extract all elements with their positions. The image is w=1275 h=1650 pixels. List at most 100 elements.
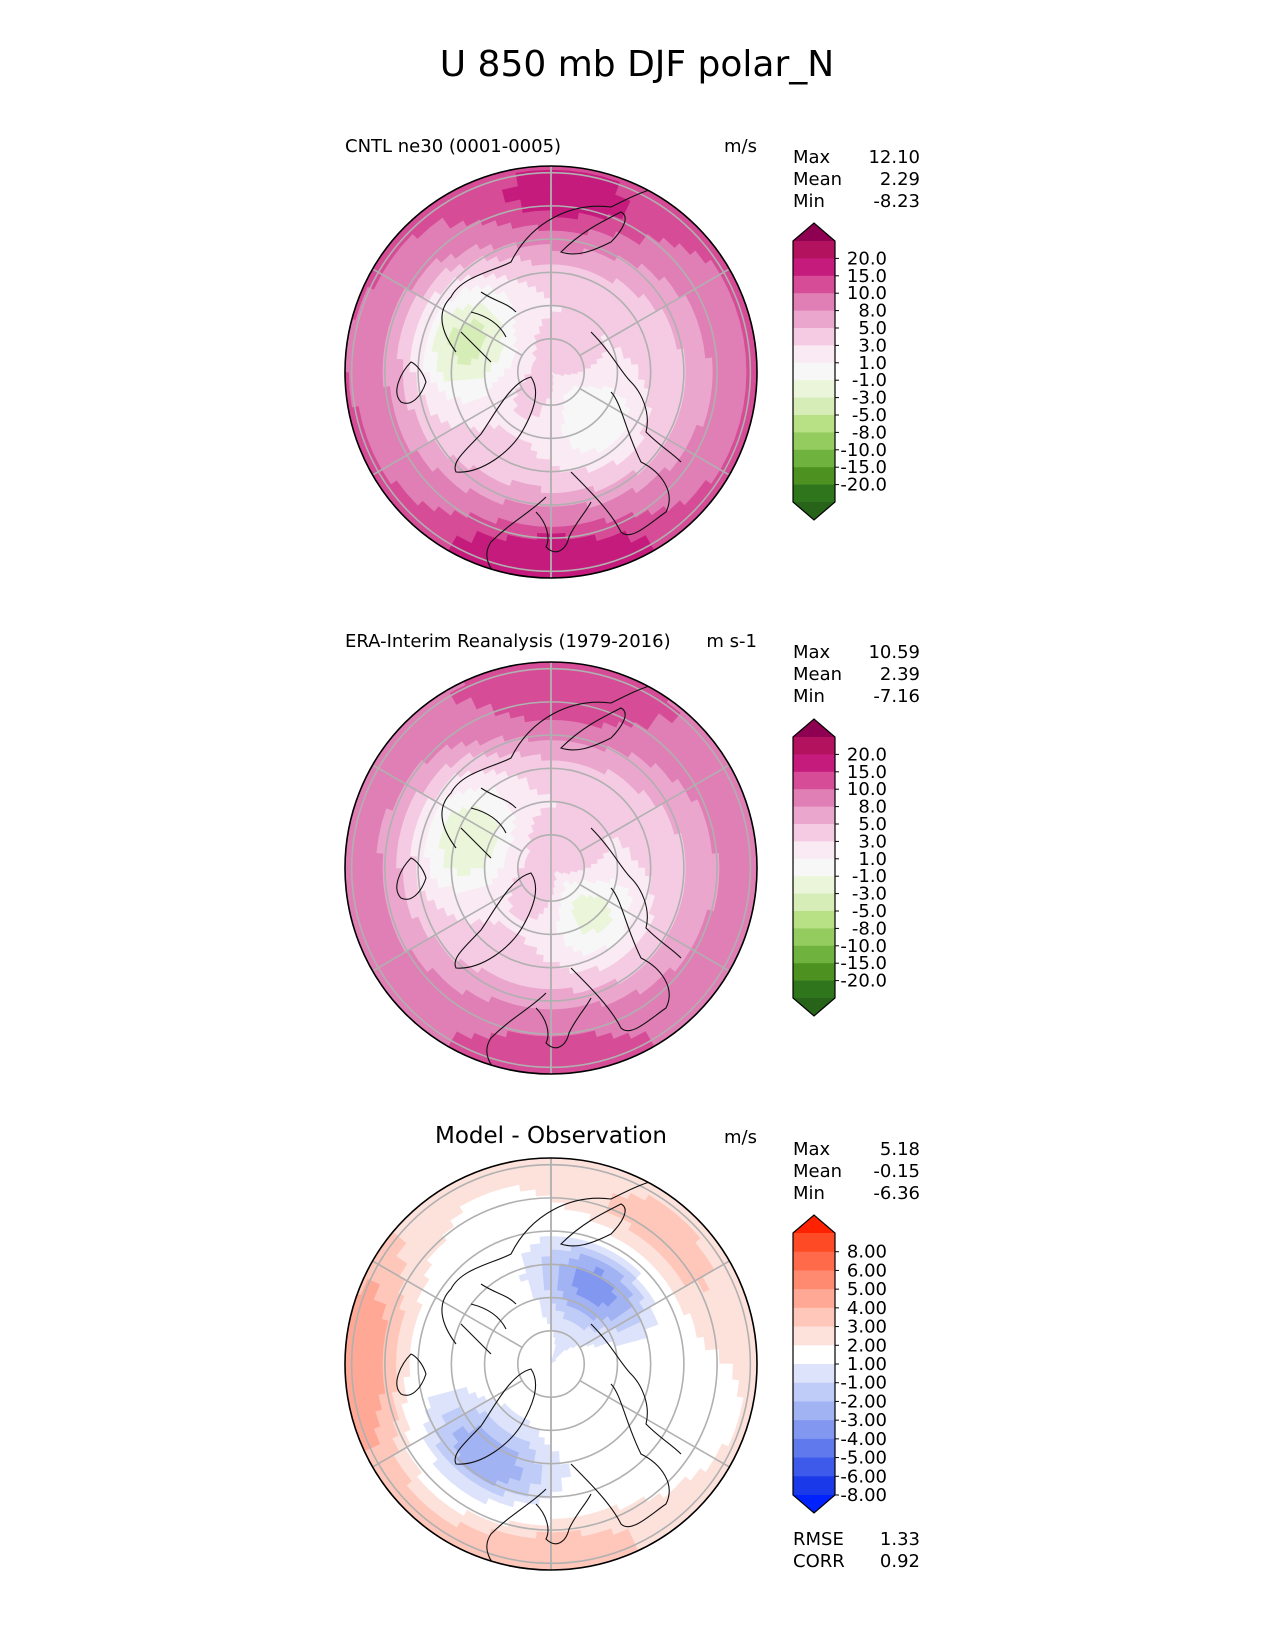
field-cells xyxy=(335,156,767,578)
field-cell xyxy=(532,1076,551,1084)
field-cell xyxy=(476,371,485,379)
field-cell xyxy=(570,865,579,869)
field-cell xyxy=(756,389,757,410)
field-cell xyxy=(354,371,364,390)
field-cell xyxy=(354,867,364,886)
field-cell xyxy=(568,166,589,167)
colorbar-extend-max xyxy=(793,223,835,241)
field-cell xyxy=(429,857,438,869)
colorbar-segment xyxy=(793,789,835,808)
field-cell xyxy=(631,364,640,373)
field-cell xyxy=(543,786,552,795)
field-cell xyxy=(536,290,545,300)
panel-units: m s-1 xyxy=(706,631,757,652)
field-cell xyxy=(725,851,734,869)
field-cell xyxy=(550,445,559,454)
field-cell xyxy=(543,290,552,299)
field-cell xyxy=(535,539,552,548)
polar-map xyxy=(335,156,767,579)
colorbar-segment xyxy=(793,484,835,503)
field-cell xyxy=(429,361,438,373)
field-cell xyxy=(539,988,552,997)
field-cell xyxy=(361,851,370,869)
field-cell xyxy=(752,811,757,833)
field-cell xyxy=(550,941,559,950)
field-cell xyxy=(752,407,757,429)
field-cell xyxy=(368,851,377,869)
field-cell xyxy=(408,359,417,373)
field-cell xyxy=(513,1073,534,1074)
field-cell xyxy=(496,867,505,874)
colorbar-segment xyxy=(793,876,835,895)
field-cell xyxy=(476,365,485,373)
field-cell xyxy=(429,867,438,879)
field-cell xyxy=(597,862,606,869)
field-cell xyxy=(345,315,350,337)
field-cell xyxy=(388,357,397,373)
field-cell xyxy=(550,685,568,694)
colorbar-segment xyxy=(793,293,835,312)
colorbar-segment xyxy=(793,328,835,346)
colorbar-tick-label: -20.0 xyxy=(840,971,887,992)
stat-label: Min xyxy=(793,686,825,707)
stat-label: Mean xyxy=(793,664,842,685)
field-cell xyxy=(534,678,552,687)
field-cell xyxy=(456,859,464,869)
field-cell xyxy=(555,424,562,433)
field-cell xyxy=(535,284,545,293)
field-cell xyxy=(759,372,767,391)
stat-label: Min xyxy=(793,191,825,212)
colorbar-segment xyxy=(793,754,835,773)
field-cell xyxy=(536,786,545,796)
field-cell xyxy=(463,378,472,388)
field-cell xyxy=(550,1035,567,1044)
field-cell xyxy=(361,371,370,389)
colorbar-segment xyxy=(793,911,835,929)
field-cell xyxy=(550,283,559,292)
field-cell xyxy=(550,526,566,535)
field-cell xyxy=(568,662,589,663)
colorbar-segment xyxy=(793,345,835,364)
field-cell xyxy=(658,361,667,373)
field-cell xyxy=(638,363,646,373)
colorbar-segment xyxy=(793,980,835,999)
field-cell xyxy=(752,903,757,925)
field-cell xyxy=(335,372,343,391)
field-cell xyxy=(756,830,757,851)
field-cell xyxy=(523,867,532,871)
panel-units: m/s xyxy=(724,1127,757,1148)
field-cell xyxy=(550,546,568,555)
field-cell xyxy=(685,867,694,881)
panel-title: ERA-Interim Reanalysis (1979-2016) xyxy=(345,631,671,652)
field-cell xyxy=(759,849,767,868)
field-cell xyxy=(550,759,561,768)
field-cell xyxy=(658,867,667,879)
field-cell xyxy=(698,371,707,386)
field-cell xyxy=(586,573,608,578)
field-cell xyxy=(542,955,552,963)
stat-label: Mean xyxy=(793,169,842,190)
colorbar-extend-max xyxy=(793,719,835,737)
colorbar-segment xyxy=(793,963,835,982)
field-cell xyxy=(335,849,343,868)
field-cell xyxy=(685,359,694,373)
stat-label: Max xyxy=(793,642,831,663)
colorbar-extend-min xyxy=(793,502,835,520)
field-cell xyxy=(544,793,552,802)
field-cell xyxy=(550,1008,565,1017)
field-cell xyxy=(550,678,568,687)
field-cell xyxy=(550,290,559,299)
field-cell xyxy=(543,948,552,957)
field-cell xyxy=(651,867,660,878)
field-cell xyxy=(550,1055,569,1065)
field-cell xyxy=(408,855,417,869)
panel-era-interim: ERA-Interim Reanalysis (1979-2016) m s-1… xyxy=(335,631,920,1084)
field-cell xyxy=(678,867,687,881)
field-cell xyxy=(494,166,516,171)
field-cell xyxy=(550,512,565,521)
field-cell xyxy=(551,156,570,164)
field-cell xyxy=(550,739,563,748)
colorbar-segment xyxy=(793,858,835,877)
stat-value: 2.39 xyxy=(880,664,920,685)
field-cell xyxy=(543,779,552,788)
